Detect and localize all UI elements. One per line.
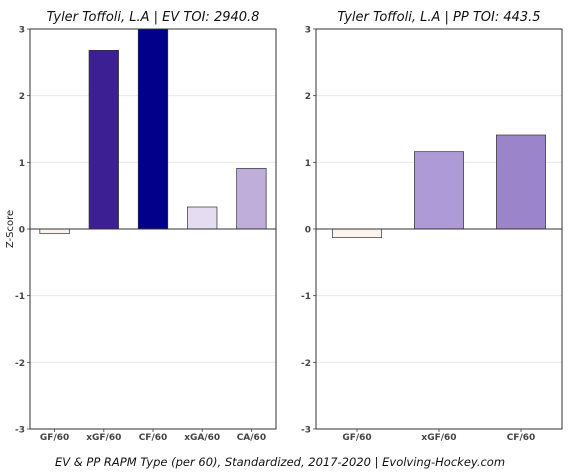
- bar: [88, 49, 119, 230]
- y-tick-label: 2: [19, 92, 25, 102]
- x-tick-label: CF/60: [139, 433, 168, 443]
- figure-caption: EV & PP RAPM Type (per 60), Standardized…: [55, 455, 505, 469]
- y-tick-label: 1: [305, 159, 311, 169]
- bar: [496, 134, 546, 230]
- y-tick-label: 0: [305, 226, 311, 236]
- y-tick-label: 2: [305, 92, 311, 102]
- y-tick-label: 3: [305, 26, 311, 36]
- y-tick-label: -1: [301, 292, 311, 302]
- bar: [137, 28, 169, 230]
- x-tick-label: xGF/60: [86, 433, 121, 443]
- chart-title: Tyler Toffoli, L.A | EV TOI: 2940.8: [47, 10, 260, 25]
- y-tick-label: -2: [301, 359, 311, 369]
- y-tick-label: -2: [15, 359, 25, 369]
- y-tick-label: 1: [19, 159, 25, 169]
- chart-title: Tyler Toffoli, L.A | PP TOI: 443.5: [337, 10, 540, 25]
- y-tick-label: 3: [19, 26, 25, 36]
- bar: [187, 206, 218, 230]
- plot-frame: [315, 28, 563, 430]
- x-tick-label: CF/60: [507, 433, 536, 443]
- x-tick-label: GF/60: [40, 433, 69, 443]
- bar: [414, 151, 464, 230]
- bar: [332, 228, 382, 239]
- y-tick-label: 0: [19, 226, 25, 236]
- bar: [236, 167, 267, 230]
- y-axis-label: Z-Score: [5, 210, 16, 248]
- plot-frame: [29, 28, 277, 430]
- y-tick-label: -3: [15, 426, 25, 436]
- bar: [39, 228, 70, 235]
- x-tick-label: GF/60: [342, 433, 371, 443]
- y-tick-label: -1: [15, 292, 25, 302]
- y-tick-label: -3: [301, 426, 311, 436]
- x-tick-label: xGF/60: [421, 433, 456, 443]
- x-tick-label: xGA/60: [184, 433, 220, 443]
- x-tick-label: CA/60: [237, 433, 266, 443]
